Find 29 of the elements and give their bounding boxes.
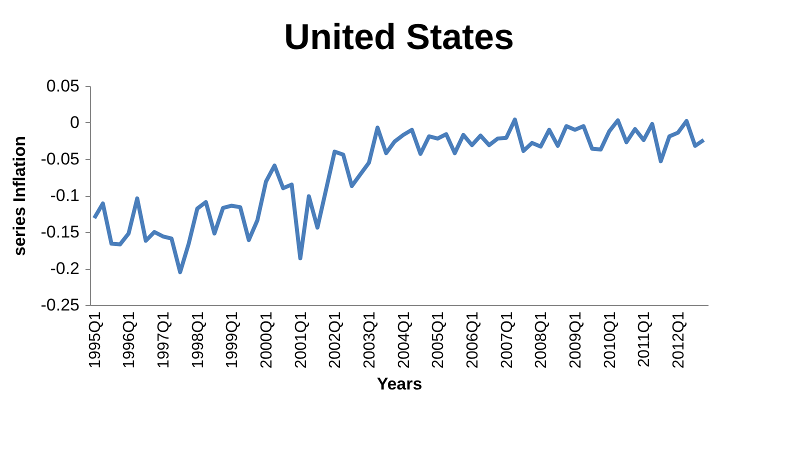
x-tick-label: 2008Q1 — [533, 311, 550, 368]
y-tick-label: -0.1 — [50, 186, 80, 205]
x-axis-title: Years — [376, 374, 422, 394]
x-tick-label: 1999Q1 — [224, 311, 242, 368]
x-tick-label: 2010Q1 — [602, 311, 619, 368]
x-tick-label: 2011Q1 — [636, 311, 654, 368]
y-axis-title: series Inflation — [10, 136, 29, 256]
y-tick-label: 0.05 — [46, 76, 80, 96]
x-tick-label: 2005Q1 — [430, 311, 448, 368]
x-tick-label: 2007Q1 — [498, 311, 516, 368]
line-series — [92, 118, 706, 274]
x-tick-label: 1998Q1 — [190, 311, 207, 368]
x-tick-label: 1996Q1 — [121, 311, 138, 368]
chart-title: United States — [284, 16, 514, 57]
x-tick-label: 2003Q1 — [361, 311, 378, 368]
y-tick-label: -0.15 — [40, 222, 80, 242]
x-tick-label: 2006Q1 — [464, 311, 482, 368]
x-tick-label: 2001Q1 — [292, 311, 310, 368]
x-tick-label: 2000Q1 — [258, 311, 276, 368]
y-tick-label: -0.2 — [50, 259, 80, 278]
x-tick-label: 2009Q1 — [567, 311, 584, 368]
x-tick-label: 1995Q1 — [86, 311, 104, 368]
y-tick-label: -0.05 — [40, 150, 80, 168]
x-tick-label: 2002Q1 — [327, 311, 344, 368]
x-tick-label: 2012Q1 — [670, 311, 688, 368]
x-tick-label: 2004Q1 — [396, 311, 413, 368]
y-tick-label: -0.25 — [40, 296, 80, 314]
x-tick-label: 1997Q1 — [155, 311, 172, 368]
y-tick-label: 0 — [70, 113, 80, 132]
